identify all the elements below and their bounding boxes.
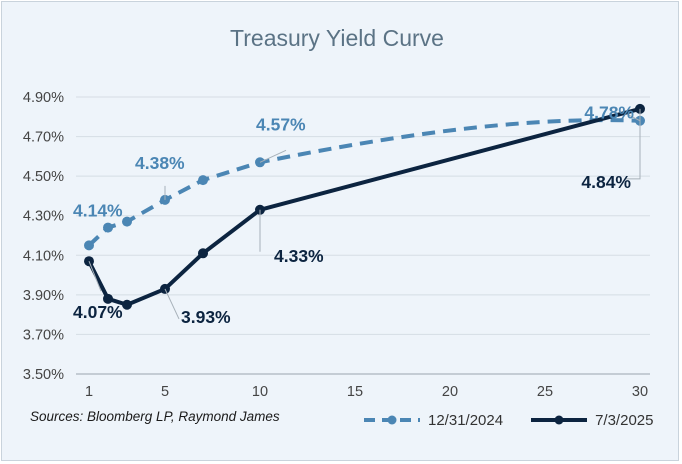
x-tick-label-5: 25 [537, 384, 553, 400]
x-tick-label-2: 10 [252, 384, 268, 400]
data-label-0-3: 4.78% [584, 103, 634, 123]
y-tick-label-3: 4.10% [23, 248, 64, 264]
legend: 12/31/2024 7/3/2025 [362, 409, 653, 431]
data-label-1-0: 4.07% [73, 302, 123, 322]
series-0-point-2 [122, 216, 132, 227]
series-0-point-1 [103, 222, 113, 233]
legend-item-0: 12/31/2024 [362, 412, 503, 429]
series-1-point-1 [103, 293, 113, 304]
x-tick-label-3: 15 [347, 384, 363, 400]
chart-title: Treasury Yield Curve [230, 25, 444, 51]
x-tick-label-1: 5 [161, 384, 169, 400]
data-labels: 4.14% 4.38% 4.57% 4.78% 4.07% 3.93% 4.33% 4.84% [73, 103, 641, 327]
series-line-0 [87, 118, 641, 247]
data-label-1-1: 3.93% [181, 307, 231, 327]
leader-line-1-0 [88, 261, 102, 292]
x-tick-label-6: 30 [632, 384, 648, 400]
leader-line-1-3 [626, 108, 641, 180]
gridlines [76, 96, 650, 335]
source-note: Sources: Bloomberg LP, Raymond James [30, 409, 280, 424]
legend-swatch-0 [364, 415, 420, 425]
series-line-1 [87, 106, 641, 307]
y-tick-label-1: 3.70% [23, 327, 64, 343]
legend-swatch-1 [531, 415, 588, 425]
data-label-1-3: 4.84% [581, 172, 631, 192]
series-1-point-4 [198, 248, 208, 259]
y-tick-label-4: 4.30% [23, 209, 64, 225]
y-tick-label-5: 4.50% [23, 169, 64, 185]
y-tick-label-0: 3.50% [23, 367, 64, 383]
y-tick-label-7: 4.90% [23, 90, 64, 106]
data-label-0-1: 4.38% [135, 153, 185, 173]
leader-line-0-3 [627, 114, 641, 122]
legend-item-1: 7/3/2025 [529, 412, 653, 429]
series-0-point-4 [198, 175, 208, 186]
x-axis: 1 5 10 15 20 25 30 [76, 373, 650, 400]
legend-label-1: 7/3/2025 [595, 411, 654, 429]
x-tick-label-0: 1 [85, 384, 93, 400]
y-tick-label-6: 4.70% [23, 130, 64, 146]
x-tick-label-4: 20 [442, 384, 458, 400]
series-1-point-2 [122, 299, 132, 310]
data-label-0-0: 4.14% [73, 200, 123, 220]
data-label-0-2: 4.57% [256, 114, 306, 134]
legend-label-0: 12/31/2024 [428, 411, 504, 429]
y-tick-label-2: 3.90% [23, 288, 64, 304]
y-axis: 3.50% 3.70% 3.90% 4.10% 4.30% 4.50% 4.70% 4.90% [23, 90, 64, 383]
data-label-1-2: 4.33% [274, 246, 324, 266]
leader-line-0-2 [259, 149, 287, 163]
series-0-point-0 [84, 240, 94, 251]
leader-line-1-1 [164, 288, 180, 320]
series-lines [84, 103, 645, 310]
